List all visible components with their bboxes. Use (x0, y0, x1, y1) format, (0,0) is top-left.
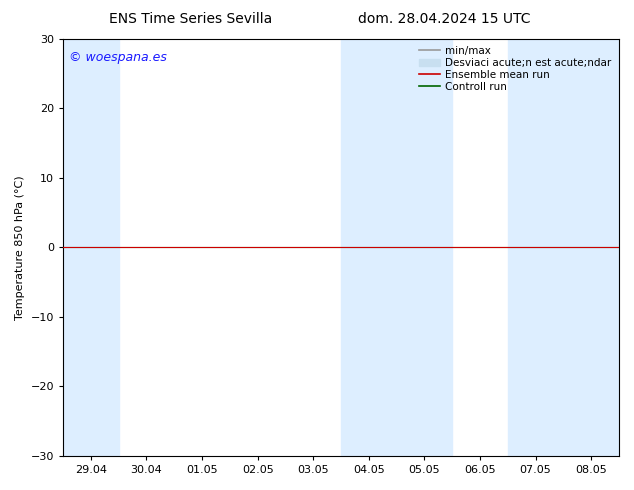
Bar (341, 39, 452, 456)
Text: ENS Time Series Sevilla: ENS Time Series Sevilla (108, 12, 272, 26)
Legend: min/max, Desviaci acute;n est acute;ndar, Ensemble mean run, Controll run: min/max, Desviaci acute;n est acute;ndar… (417, 44, 614, 94)
Bar (63, 39, 119, 456)
Text: © woespana.es: © woespana.es (68, 51, 167, 64)
Text: dom. 28.04.2024 15 UTC: dom. 28.04.2024 15 UTC (358, 12, 530, 26)
Y-axis label: Temperature 850 hPa (°C): Temperature 850 hPa (°C) (15, 175, 25, 319)
Bar (508, 39, 619, 456)
